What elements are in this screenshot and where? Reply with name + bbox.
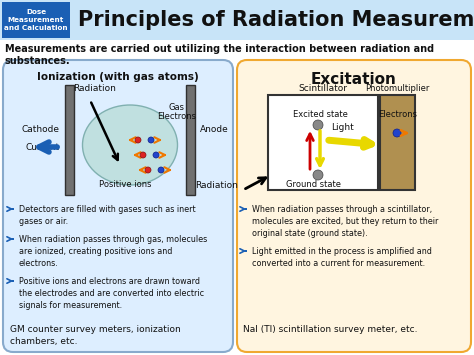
Text: Excitation: Excitation [311,72,397,87]
Text: Radiation: Radiation [195,180,238,190]
Text: Scintillator: Scintillator [299,84,347,93]
Text: Measurements are carried out utilizing the interaction between radiation and
sub: Measurements are carried out utilizing t… [5,44,434,66]
Circle shape [148,137,154,143]
Text: Gas: Gas [169,103,185,112]
Text: Excited state: Excited state [293,110,348,119]
Text: Ionization (with gas atoms): Ionization (with gas atoms) [37,72,199,82]
Circle shape [313,170,323,180]
Bar [2,2,70,38]
Text: Cathode: Cathode [22,126,60,135]
Circle shape [145,167,151,173]
Circle shape [393,129,401,137]
Text: Light emitted in the process is amplified and
converted into a current for measu: Light emitted in the process is amplifie… [252,247,432,268]
Text: Anode: Anode [200,126,229,135]
Bar [0,0,474,40]
Text: Light: Light [332,123,355,132]
Text: Radiation: Radiation [73,84,117,93]
Bar [186,85,195,195]
Text: Ground state: Ground state [286,180,341,189]
FancyBboxPatch shape [3,60,233,352]
Text: NaI (Tl) scintillation survey meter, etc.: NaI (Tl) scintillation survey meter, etc… [243,325,418,334]
FancyBboxPatch shape [237,60,471,352]
Text: When radiation passes through a scintillator,
molecules are excited, but they re: When radiation passes through a scintill… [252,205,438,237]
Circle shape [140,152,146,158]
Ellipse shape [82,105,177,185]
Text: Dose
Measurement
and Calculation: Dose Measurement and Calculation [4,10,68,31]
Text: Electrons: Electrons [157,112,197,121]
Circle shape [153,152,159,158]
Text: When radiation passes through gas, molecules
are ionized, creating positive ions: When radiation passes through gas, molec… [19,235,207,268]
Text: Positive ions: Positive ions [99,180,151,189]
Text: Principles of Radiation Measurement: Principles of Radiation Measurement [78,10,474,30]
Text: Electrons: Electrons [378,110,417,119]
Text: Positive ions and electrons are drawn toward
the electrodes and are converted in: Positive ions and electrons are drawn to… [19,277,204,310]
Text: GM counter survey meters, ionization
chambers, etc.: GM counter survey meters, ionization cha… [10,325,181,346]
Circle shape [313,120,323,130]
Bar [65,85,74,195]
Circle shape [135,137,141,143]
Bar [380,95,415,190]
Circle shape [158,167,164,173]
Text: Detectors are filled with gases such as inert
gases or air.: Detectors are filled with gases such as … [19,205,196,226]
Text: Current: Current [26,142,60,152]
Text: Photomultiplier: Photomultiplier [365,84,430,93]
Bar [268,95,378,190]
